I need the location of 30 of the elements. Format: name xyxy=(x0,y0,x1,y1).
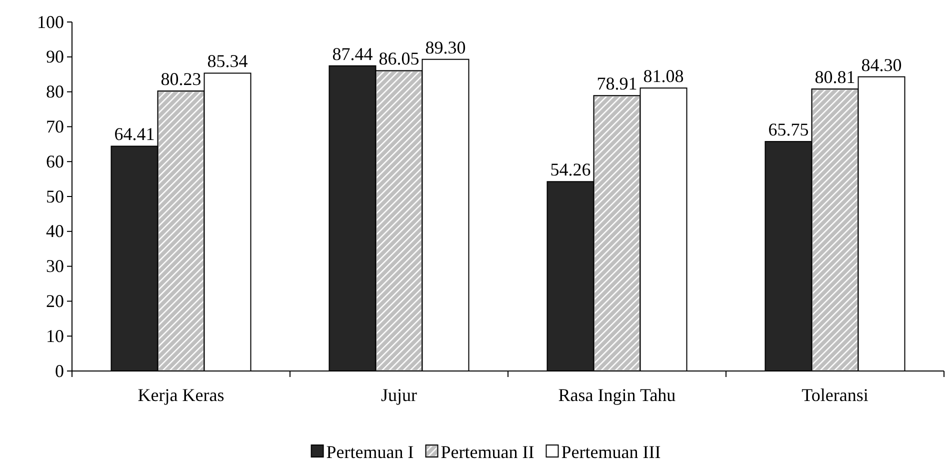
y-tick-label: 30 xyxy=(46,256,64,276)
text: 80.81 xyxy=(814,66,856,87)
y-tick-label: 40 xyxy=(46,221,64,242)
y-tick-label: 50 xyxy=(46,186,64,206)
text: 81.08 xyxy=(643,66,684,86)
y-tick-label: 100 xyxy=(37,12,64,32)
y-tick-label: 20 xyxy=(46,290,64,311)
text: 64.41 xyxy=(114,124,155,144)
y-tick-label: 90 xyxy=(46,46,64,67)
text: 84.30 xyxy=(861,54,902,75)
y-tick-label: 0 xyxy=(55,360,64,381)
text: 78.91 xyxy=(596,74,638,94)
text: 54.26 xyxy=(550,160,591,180)
text: 87.44 xyxy=(332,44,373,64)
legend-label: Pertemuan II xyxy=(440,442,534,462)
y-tick-label: 10 xyxy=(46,326,64,346)
x-tick-label: Rasa Ingin Tahu xyxy=(558,385,676,405)
y-tick-label: 80 xyxy=(46,82,64,102)
text: 65.75 xyxy=(768,120,809,140)
text: 85.34 xyxy=(207,51,248,72)
x-tick-label: Kerja Keras xyxy=(138,385,224,405)
x-tick-label: Toleransi xyxy=(802,385,868,405)
y-tick-label: 60 xyxy=(46,151,64,172)
text: 89.30 xyxy=(425,37,466,58)
legend-label: Pertemuan III xyxy=(561,442,661,462)
text: 86.05 xyxy=(378,48,420,69)
y-tick-label: 70 xyxy=(46,116,64,136)
legend-label: Pertemuan I xyxy=(326,442,414,462)
x-tick-label: Jujur xyxy=(381,385,418,405)
text: 80.23 xyxy=(160,68,202,89)
